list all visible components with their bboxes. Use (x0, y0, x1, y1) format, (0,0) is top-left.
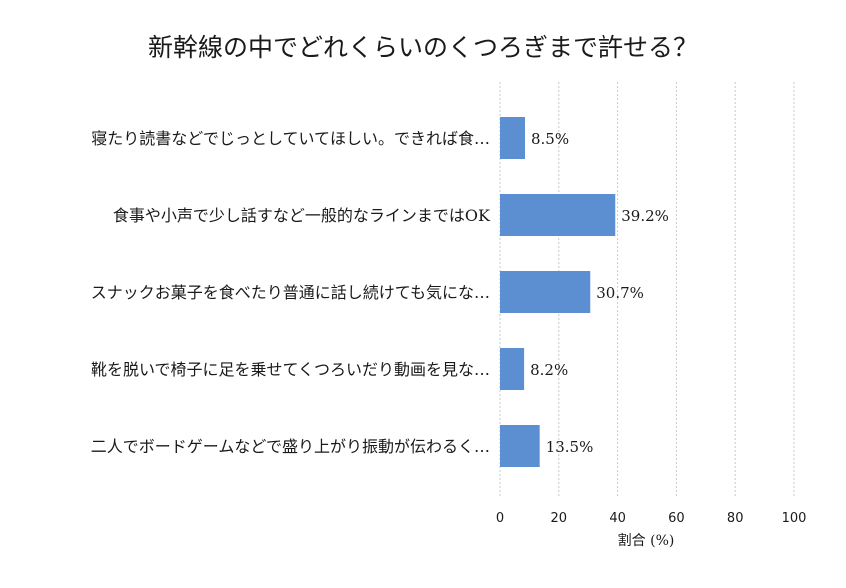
bar (500, 425, 540, 467)
data-label: 39.2% (621, 207, 669, 225)
x-axis-title: 割合 (%) (618, 532, 675, 549)
data-label: 8.5% (531, 130, 569, 148)
bar (500, 348, 525, 390)
x-tick-labels: 0 20 40 60 80 100 (496, 511, 807, 526)
data-label: 30.7% (596, 284, 644, 302)
category-label: 寝たり読書などでじっとしていてほしい。できれば食… (91, 129, 490, 148)
x-tick-label: 40 (609, 511, 626, 526)
x-tick-label: 100 (782, 511, 807, 526)
bar (500, 271, 591, 313)
category-labels: 寝たり読書などでじっとしていてほしい。できれば食… 食事や小声で少し話すなど一般的… (91, 129, 491, 456)
data-label: 13.5% (546, 438, 594, 456)
bar (500, 117, 525, 159)
category-label: 食事や小声で少し話すなど一般的なラインまではOK (113, 206, 491, 225)
x-tick-label: 0 (496, 511, 504, 526)
value-labels: 8.5% 39.2% 30.7% 8.2% 13.5% (530, 130, 669, 456)
bar (500, 194, 616, 236)
x-tick-label: 60 (668, 511, 685, 526)
data-label: 8.2% (530, 361, 568, 379)
x-tick-label: 80 (727, 511, 744, 526)
category-label: スナックお菓子を食べたり普通に話し続けても気にな… (91, 283, 490, 302)
category-label: 靴を脱いで椅子に足を乗せてくつろいだり動画を見な… (91, 360, 490, 379)
x-tick-label: 20 (551, 511, 568, 526)
category-label: 二人でボードゲームなどで盛り上がり振動が伝わるく… (91, 437, 490, 456)
chart-title: 新幹線の中でどれくらいのくつろぎまで許せる？ (147, 33, 698, 62)
bars (500, 117, 616, 467)
